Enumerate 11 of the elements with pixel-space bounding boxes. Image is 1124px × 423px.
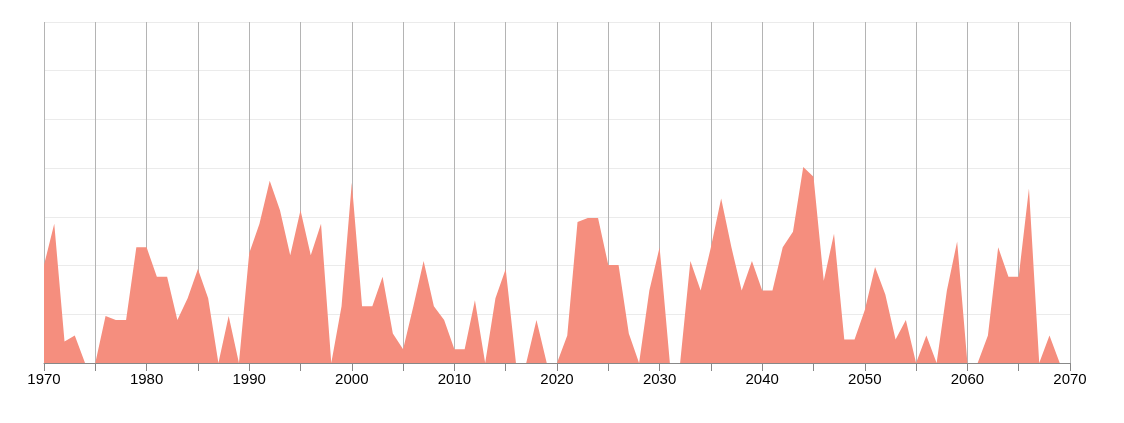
x-tick-label: 2060 (950, 370, 985, 387)
x-tick-label: 2020 (540, 370, 574, 387)
x-tick-label: 2000 (335, 370, 369, 387)
x-tick-label: 2050 (848, 370, 882, 387)
x-tick-label: 1990 (232, 370, 266, 387)
x-tick-label: 2010 (437, 370, 472, 387)
x-tick-label: 2070 (1053, 370, 1087, 387)
x-tick-label: 2030 (642, 370, 677, 387)
x-tick-label: 2040 (745, 370, 779, 387)
x-tick-label: 1970 (27, 370, 61, 387)
x-tick-label: 1980 (129, 370, 164, 387)
